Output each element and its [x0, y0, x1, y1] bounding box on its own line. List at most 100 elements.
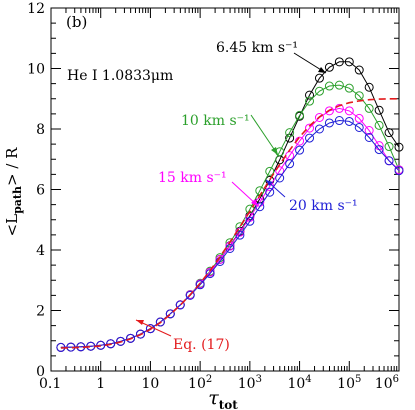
data-point — [354, 113, 364, 123]
data-point — [106, 339, 116, 349]
data-point — [295, 145, 305, 155]
data-point — [334, 116, 344, 126]
y-tick-label: 0 — [36, 364, 45, 380]
plot-frame — [50, 7, 400, 372]
x-tick-label: 1 — [96, 376, 105, 392]
data-point — [334, 80, 344, 90]
data-point — [384, 156, 394, 166]
arrow-10 — [250, 114, 279, 156]
data-point — [295, 110, 305, 120]
plot-layer: 0.1 1 10 102 103 104 105 106 0 2 4 6 8 10 12 — [27, 1, 404, 392]
data-point — [116, 336, 126, 346]
data-point — [96, 340, 106, 350]
data-point — [344, 116, 354, 126]
data-point — [324, 118, 334, 128]
data-point — [135, 329, 145, 339]
data-point — [334, 103, 344, 113]
data-point — [334, 57, 344, 67]
x-tick-label: 10 — [142, 376, 160, 392]
panel-label: (b) — [66, 13, 87, 31]
data-point — [285, 128, 295, 138]
data-point — [245, 216, 255, 226]
x-tick-label: 102 — [188, 374, 212, 392]
data-point — [195, 280, 205, 290]
arrow-head-eq17 — [136, 320, 144, 325]
series-label-10: 10 km s⁻¹ — [181, 113, 250, 129]
y-tick-label: 12 — [27, 1, 45, 17]
data-point — [275, 166, 285, 176]
data-point — [235, 230, 245, 240]
data-point — [344, 83, 354, 93]
series-label-text: Eq. (17) — [173, 337, 230, 353]
x-tick-label: 104 — [287, 374, 311, 392]
data-point — [354, 122, 364, 132]
data-point — [285, 133, 295, 143]
y-tick-label: 2 — [36, 304, 45, 320]
data-point — [364, 103, 374, 113]
x-tick-label: 105 — [337, 374, 361, 392]
data-point — [215, 254, 225, 264]
annotation-arrows — [135, 52, 327, 337]
series-label-15: 15 km s⁻¹ — [158, 170, 227, 186]
data-point — [354, 91, 364, 101]
data-point — [255, 202, 265, 212]
data-point — [265, 187, 275, 197]
x-tick-label: 106 — [375, 374, 399, 392]
arrow-head-6-45 — [318, 67, 326, 73]
data-point — [175, 300, 185, 310]
y-tick-label: 10 — [27, 62, 45, 78]
data-point — [364, 132, 374, 142]
series-label-6-45: 6.45 km s⁻¹ — [216, 40, 298, 56]
data-point — [314, 86, 324, 96]
x-label-main: τ — [208, 387, 219, 409]
data-point — [185, 290, 195, 300]
y-label-main: <L — [3, 214, 21, 237]
series-label-text: 20 km s⁻¹ — [289, 198, 358, 214]
data-point — [126, 333, 136, 343]
x-axis-label: τtot — [208, 387, 238, 410]
data-point — [394, 166, 404, 176]
data-point — [344, 57, 354, 67]
data-point — [265, 166, 275, 176]
data-point — [305, 123, 315, 133]
series-label-text: 6.45 km s⁻¹ — [216, 40, 298, 56]
y-tick-label: 4 — [36, 243, 45, 259]
data-point — [155, 317, 165, 327]
data-point — [314, 113, 324, 123]
series-line-3 — [60, 119, 400, 348]
y-tick-label: 8 — [36, 122, 45, 138]
data-point — [374, 145, 384, 155]
series-label-text: 15 km s⁻¹ — [158, 170, 227, 186]
data-point — [394, 142, 404, 152]
x-tick-label: 0.1 — [39, 376, 61, 392]
y-label-tail: > / R — [3, 147, 21, 186]
data-point — [354, 65, 364, 75]
y-tick-label: 6 — [36, 183, 45, 199]
data-point — [374, 120, 384, 130]
data-point — [384, 142, 394, 152]
data-point — [285, 159, 295, 169]
data-point — [314, 73, 324, 83]
series-line-2 — [60, 107, 400, 348]
data-point — [305, 133, 315, 143]
arrow-head-15 — [251, 199, 258, 206]
y-label-sub: path — [11, 186, 24, 214]
data-point — [314, 124, 324, 134]
data-point — [364, 82, 374, 92]
data-point — [324, 106, 334, 116]
series-label-20: 20 km s⁻¹ — [289, 198, 358, 214]
x-tick-label: 103 — [238, 374, 262, 392]
data-point — [324, 81, 334, 91]
x-label-sub: tot — [219, 398, 239, 410]
series-line-4 — [60, 98, 399, 349]
data-point — [275, 173, 285, 183]
y-axis-label: <Lpath> / R — [3, 147, 24, 237]
data-point — [374, 105, 384, 115]
data-point — [364, 126, 374, 136]
arrow-head-10 — [271, 147, 278, 155]
data-point — [305, 90, 315, 100]
series-label-eq17: Eq. (17) — [173, 337, 230, 353]
data-point — [305, 96, 315, 106]
data-point — [344, 106, 354, 116]
arrow-head-20 — [266, 180, 273, 186]
